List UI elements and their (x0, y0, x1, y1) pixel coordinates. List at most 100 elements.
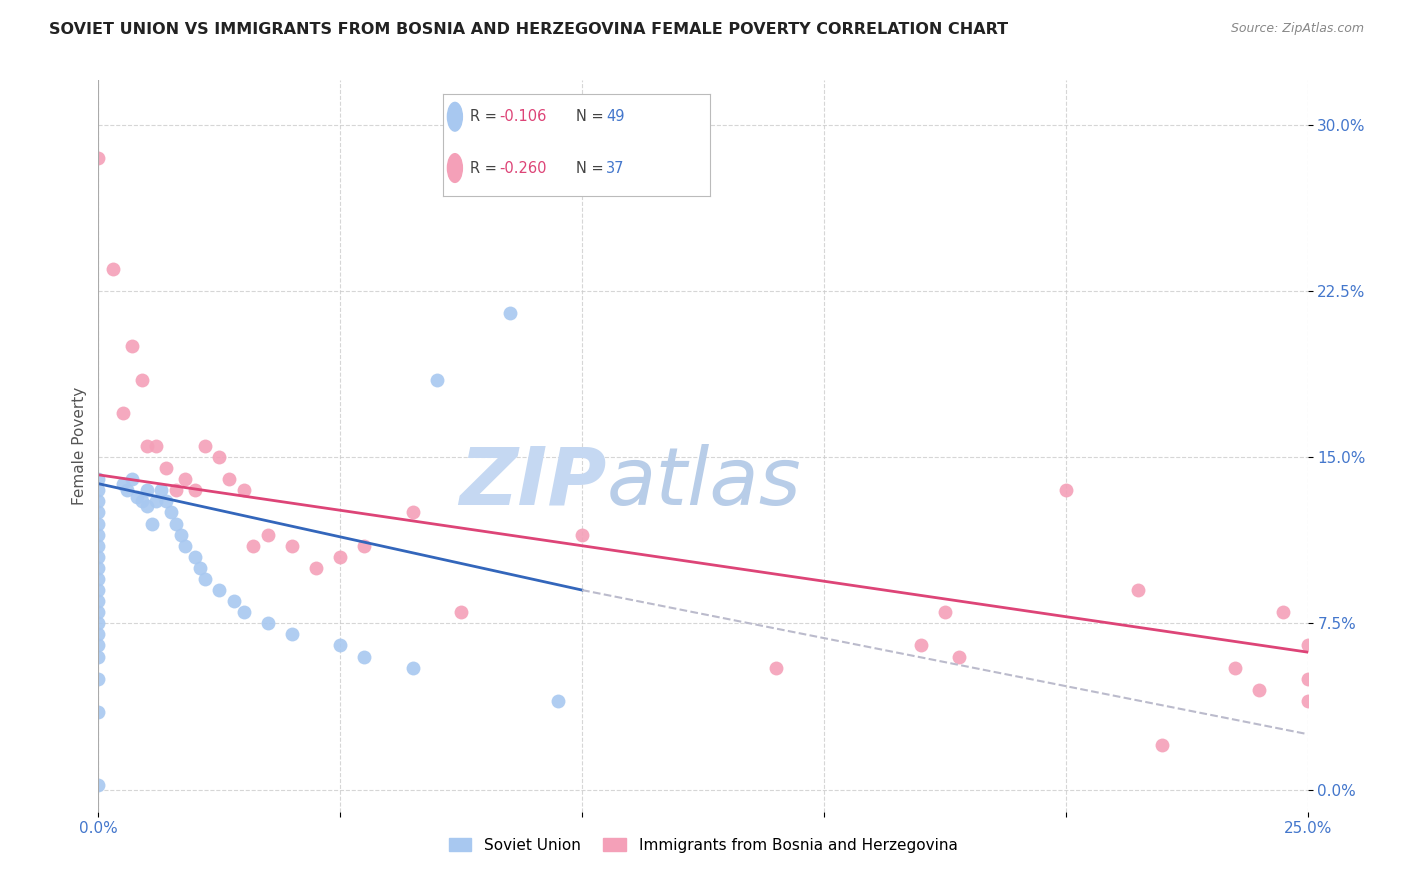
Point (135, 439, 157, 453)
Point (141, 516, 163, 531)
Point (222, 594, 245, 608)
Point (87, 778, 110, 792)
Point (281, 627, 304, 641)
Point (1152, 738, 1174, 752)
Point (145, 439, 167, 453)
Point (87, 494, 110, 508)
Point (329, 549, 352, 564)
Point (87, 649, 110, 664)
Point (571, 527, 593, 541)
Point (135, 483, 157, 498)
Point (948, 649, 970, 664)
Point (208, 450, 231, 464)
Text: R =: R = (470, 161, 496, 176)
Circle shape (447, 103, 463, 131)
Point (87, 594, 110, 608)
Point (111, 406, 134, 420)
Point (329, 639, 352, 653)
Point (1296, 672, 1319, 686)
Point (87, 506, 110, 520)
Point (232, 483, 254, 498)
Point (208, 583, 231, 598)
Point (1296, 694, 1319, 708)
Y-axis label: Female Poverty: Female Poverty (72, 387, 87, 505)
Point (184, 549, 207, 564)
Point (87, 639, 110, 653)
Text: SOVIET UNION VS IMMIGRANTS FROM BOSNIA AND HERZEGOVINA FEMALE POVERTY CORRELATIO: SOVIET UNION VS IMMIGRANTS FROM BOSNIA A… (49, 22, 1008, 37)
Point (87, 672, 110, 686)
Point (121, 339, 143, 353)
Point (402, 660, 425, 674)
Point (101, 261, 124, 276)
Point (1128, 583, 1150, 598)
Point (242, 539, 264, 553)
Point (127, 490, 149, 504)
Point (1223, 660, 1246, 674)
Point (256, 616, 278, 631)
Text: 49: 49 (606, 109, 624, 124)
Point (87, 539, 110, 553)
Point (87, 616, 110, 631)
Point (131, 494, 153, 508)
Point (765, 660, 787, 674)
Point (87, 627, 110, 641)
Point (131, 372, 153, 386)
Text: ZIP: ZIP (458, 443, 606, 522)
Text: Source: ZipAtlas.com: Source: ZipAtlas.com (1230, 22, 1364, 36)
Point (188, 561, 211, 575)
Point (218, 472, 240, 486)
Point (1249, 682, 1271, 697)
Point (547, 694, 569, 708)
Point (184, 483, 207, 498)
Point (165, 483, 187, 498)
Point (145, 494, 167, 508)
Point (87, 572, 110, 586)
Point (426, 372, 449, 386)
Point (281, 539, 304, 553)
Circle shape (447, 153, 463, 182)
Text: -0.106: -0.106 (499, 109, 547, 124)
Point (910, 639, 932, 653)
Point (117, 483, 139, 498)
Point (174, 539, 197, 553)
Point (87, 151, 110, 165)
Point (353, 539, 375, 553)
Text: atlas: atlas (606, 443, 801, 522)
Point (353, 649, 375, 664)
Point (305, 561, 328, 575)
Text: 37: 37 (606, 161, 624, 176)
Point (165, 516, 187, 531)
Point (402, 506, 425, 520)
Text: -0.260: -0.260 (499, 161, 547, 176)
Point (87, 561, 110, 575)
Point (174, 472, 197, 486)
Point (87, 705, 110, 719)
Point (1272, 605, 1295, 619)
Point (150, 483, 173, 498)
Point (194, 439, 217, 453)
Legend: Soviet Union, Immigrants from Bosnia and Herzegovina: Soviet Union, Immigrants from Bosnia and… (443, 831, 963, 859)
Point (169, 527, 191, 541)
Point (155, 461, 177, 475)
Point (87, 516, 110, 531)
Point (155, 494, 177, 508)
Point (1296, 639, 1319, 653)
Point (450, 605, 472, 619)
Point (87, 583, 110, 598)
Point (256, 527, 278, 541)
Point (934, 605, 956, 619)
Point (111, 476, 134, 491)
Point (160, 506, 183, 520)
Point (232, 605, 254, 619)
Point (87, 472, 110, 486)
Point (87, 605, 110, 619)
Point (87, 549, 110, 564)
Point (87, 483, 110, 498)
Point (87, 527, 110, 541)
Point (1054, 483, 1077, 498)
Point (135, 499, 157, 513)
Point (121, 472, 143, 486)
Text: R =: R = (470, 109, 496, 124)
Text: N =: N = (576, 109, 605, 124)
Point (194, 572, 217, 586)
